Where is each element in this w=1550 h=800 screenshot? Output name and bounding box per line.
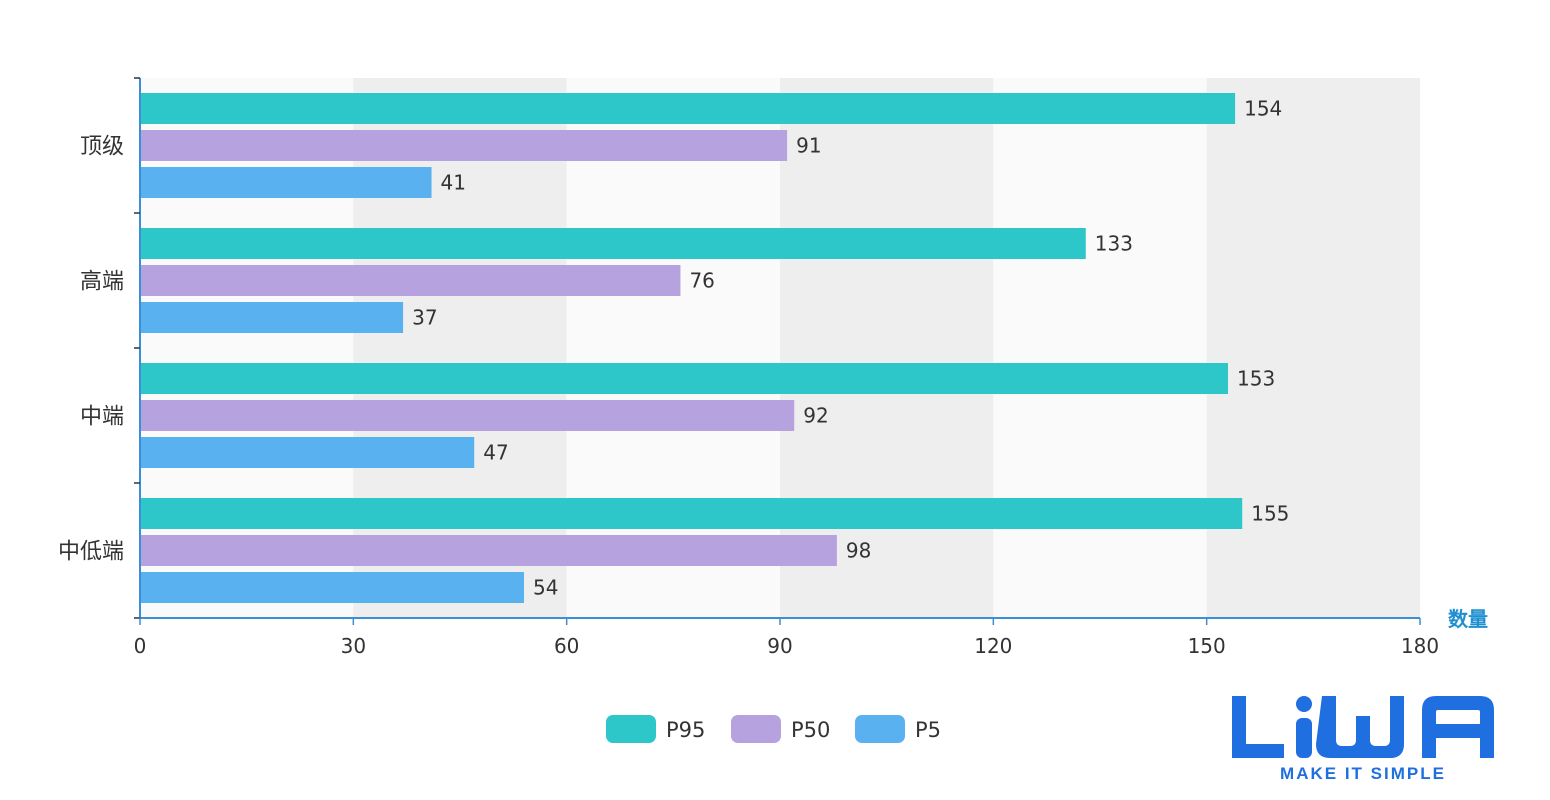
- legend-label-p50[interactable]: P50: [791, 718, 830, 742]
- legend: P95 P50 P5: [606, 715, 941, 743]
- x-tick-label: 60: [554, 634, 579, 658]
- x-tick-label: 30: [341, 634, 366, 658]
- x-tick-label: 90: [767, 634, 792, 658]
- bar-p50-2[interactable]: [140, 400, 795, 431]
- x-tick-label: 0: [134, 634, 147, 658]
- value-labels: 154 91 41 133 76 37 153 92 47 155 98 54: [412, 97, 1289, 600]
- bar-p95-1[interactable]: [140, 228, 1086, 259]
- value-label-p95-2: 153: [1237, 367, 1275, 391]
- x-tick-label: 150: [1188, 634, 1226, 658]
- bar-p5-1[interactable]: [140, 302, 404, 333]
- category-label: 中端: [80, 405, 124, 430]
- bar-p50-3[interactable]: [140, 535, 837, 566]
- value-label-p95-1: 133: [1095, 232, 1133, 256]
- legend-label-p95[interactable]: P95: [666, 718, 705, 742]
- bar-p95-2[interactable]: [140, 363, 1228, 394]
- bar-p5-3[interactable]: [140, 572, 524, 603]
- bar-group: [140, 93, 1243, 603]
- bar-p50-0[interactable]: [140, 130, 788, 161]
- liwa-logo-mark: [1232, 696, 1494, 758]
- value-label-p95-0: 154: [1244, 97, 1282, 121]
- value-label-p50-0: 91: [796, 134, 821, 158]
- value-label-p95-3: 155: [1251, 502, 1289, 526]
- legend-swatch-p5[interactable]: [855, 715, 905, 743]
- bar-p5-2[interactable]: [140, 437, 475, 468]
- grid-band: [1206, 78, 1420, 618]
- legend-swatch-p50[interactable]: [731, 715, 781, 743]
- value-label-p5-3: 54: [533, 576, 558, 600]
- bar-p95-3[interactable]: [140, 498, 1243, 529]
- grid-band: [993, 78, 1207, 618]
- logo-tagline: MAKE IT SIMPLE: [1280, 764, 1446, 783]
- value-label-p50-2: 92: [803, 404, 828, 428]
- value-label-p50-3: 98: [846, 539, 871, 563]
- value-label-p5-1: 37: [412, 306, 437, 330]
- bar-p50-1[interactable]: [140, 265, 681, 296]
- legend-label-p5[interactable]: P5: [915, 718, 941, 742]
- legend-swatch-p95[interactable]: [606, 715, 656, 743]
- liwa-logo: [1228, 690, 1498, 790]
- x-axis-name: 数量: [1448, 607, 1488, 631]
- category-label: 顶级: [80, 135, 124, 160]
- category-label: 中低端: [58, 540, 124, 565]
- value-label-p5-0: 41: [441, 171, 466, 195]
- x-tick-label: 120: [974, 634, 1012, 658]
- bar-p95-0[interactable]: [140, 93, 1236, 124]
- x-tick-label: 180: [1401, 634, 1439, 658]
- value-label-p5-2: 47: [483, 441, 508, 465]
- value-label-p50-1: 76: [689, 269, 714, 293]
- bar-p5-0[interactable]: [140, 167, 432, 198]
- category-label: 高端: [80, 270, 124, 295]
